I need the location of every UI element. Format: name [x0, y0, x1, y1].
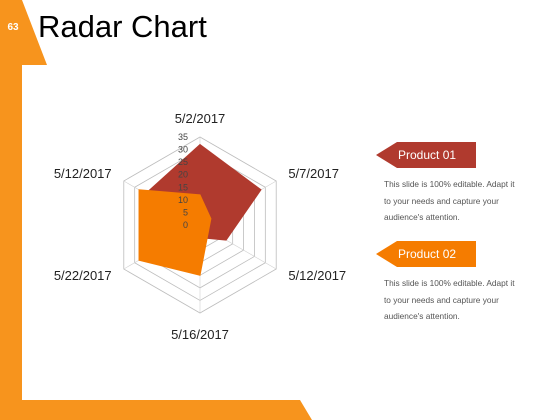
radial-tick-label: 5: [183, 207, 188, 217]
legend-description-product-01: This slide is 100% editable. Adapt it to…: [384, 179, 515, 222]
legend-label-product-01: Product 01: [398, 148, 457, 162]
series-area-2: [138, 189, 212, 276]
legend-description-product-02: This slide is 100% editable. Adapt it to…: [384, 278, 515, 321]
radial-tick-label: 15: [178, 182, 188, 192]
category-label: 5/16/2017: [171, 327, 229, 342]
radial-tick-label: 25: [178, 157, 188, 167]
radial-tick-label: 20: [178, 170, 188, 180]
radial-tick-label: 35: [178, 132, 188, 142]
category-label: 5/12/2017: [54, 166, 112, 181]
radar-series: [138, 143, 262, 276]
category-label: 5/7/2017: [288, 166, 339, 181]
radial-tick-labels: 35 30 25 20 15 10 5 0: [178, 132, 188, 230]
corner-tab: [0, 0, 47, 65]
radial-tick-label: 0: [183, 220, 188, 230]
legend-arrow-product-02: [376, 241, 476, 267]
legend-label-product-02: Product 02: [398, 247, 457, 261]
legend-arrow-product-01: [376, 142, 476, 168]
category-label: 5/22/2017: [54, 268, 112, 283]
radial-tick-label: 10: [178, 195, 188, 205]
category-label: 5/2/2017: [175, 111, 226, 126]
page-number: 63: [7, 22, 19, 33]
slide-title: Radar Chart: [38, 9, 207, 44]
radial-tick-label: 30: [178, 145, 188, 155]
category-label: 5/12/2017: [288, 268, 346, 283]
category-labels: 5/2/2017 5/7/2017 5/12/2017 5/16/2017 5/22/2…: [54, 111, 346, 342]
